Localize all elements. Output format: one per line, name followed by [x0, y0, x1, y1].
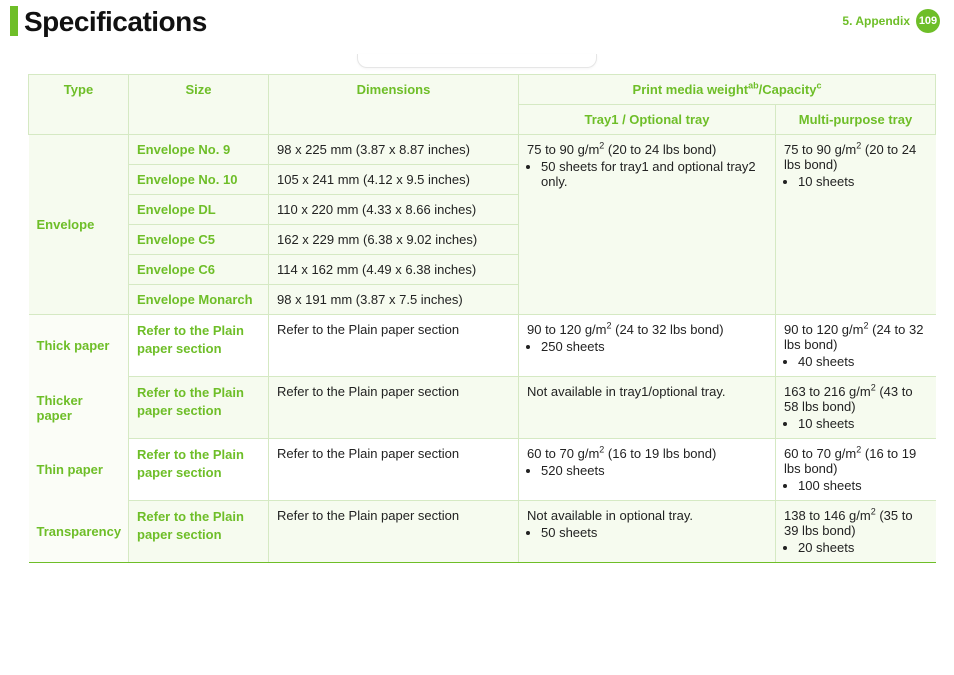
col-size: Size — [129, 75, 269, 135]
spec-table-wrap: Type Size Dimensions Print media weighta… — [0, 46, 954, 563]
dim-cell: 114 x 162 mm (4.49 x 6.38 inches) — [269, 255, 519, 285]
type-transparency: Transparency — [29, 501, 129, 563]
thick-tray1: 90 to 120 g/m2 (24 to 32 lbs bond) 250 s… — [519, 315, 776, 377]
thick-mp: 90 to 120 g/m2 (24 to 32 lbs bond) 40 sh… — [775, 315, 935, 377]
mp-bullet: 10 sheets — [798, 416, 928, 431]
dim-cell: Refer to the Plain paper section — [269, 377, 519, 439]
mp-weight: 60 to 70 g/m2 (16 to 19 lbs bond) — [784, 446, 916, 476]
envelope-mp: 75 to 90 g/m2 (20 to 24 lbs bond) 10 she… — [775, 135, 935, 315]
col-dimensions: Dimensions — [269, 75, 519, 135]
size-cell: Envelope Monarch — [129, 285, 269, 315]
mp-bullet: 20 sheets — [798, 540, 928, 555]
mp-weight: 90 to 120 g/m2 (24 to 32 lbs bond) — [784, 322, 923, 352]
transp-mp: 138 to 146 g/m2 (35 to 39 lbs bond) 20 s… — [775, 501, 935, 563]
size-cell: Envelope No. 10 — [129, 165, 269, 195]
mp-bullet: 100 sheets — [798, 478, 928, 493]
dim-cell: 98 x 191 mm (3.87 x 7.5 inches) — [269, 285, 519, 315]
header-right: 5. Appendix 109 — [842, 9, 940, 33]
size-cell: Envelope No. 9 — [129, 135, 269, 165]
tray1-text: Not available in optional tray. — [527, 508, 693, 523]
type-envelope: Envelope — [29, 135, 129, 315]
col-tray1: Tray1 / Optional tray — [519, 105, 776, 135]
type-thin: Thin paper — [29, 439, 129, 501]
tray1-weight: 60 to 70 g/m2 (16 to 19 lbs bond) — [527, 446, 716, 461]
tab-handle-decoration — [357, 54, 597, 68]
title-accent-bar — [10, 6, 18, 36]
size-ref: Refer to the Plain paper section — [129, 439, 269, 501]
table-row: Thin paper Refer to the Plain paper sect… — [29, 439, 936, 501]
title-wrap: Specifications — [10, 6, 207, 36]
col-type: Type — [29, 75, 129, 135]
table-row: Transparency Refer to the Plain paper se… — [29, 501, 936, 563]
tray1-weight: 90 to 120 g/m2 (24 to 32 lbs bond) — [527, 322, 724, 337]
tray1-bullet: 520 sheets — [541, 463, 767, 478]
table-row: Envelope Envelope No. 9 98 x 225 mm (3.8… — [29, 135, 936, 165]
page-title: Specifications — [24, 8, 207, 36]
size-cell: Envelope C5 — [129, 225, 269, 255]
section-label: 5. Appendix — [842, 14, 910, 28]
dim-cell: Refer to the Plain paper section — [269, 315, 519, 377]
size-ref: Refer to the Plain paper section — [129, 377, 269, 439]
col-multipurpose: Multi-purpose tray — [775, 105, 935, 135]
tray1-bullet: 50 sheets — [541, 525, 767, 540]
thin-tray1: 60 to 70 g/m2 (16 to 19 lbs bond) 520 sh… — [519, 439, 776, 501]
tray1-bullet: 50 sheets for tray1 and optional tray2 o… — [541, 159, 767, 189]
thin-mp: 60 to 70 g/m2 (16 to 19 lbs bond) 100 sh… — [775, 439, 935, 501]
thicker-tray1: Not available in tray1/optional tray. — [519, 377, 776, 439]
col-weight-capacity: Print media weightab/Capacityc — [519, 75, 936, 105]
dim-cell: 105 x 241 mm (4.12 x 9.5 inches) — [269, 165, 519, 195]
header-row-1: Type Size Dimensions Print media weighta… — [29, 75, 936, 105]
size-ref: Refer to the Plain paper section — [129, 501, 269, 563]
type-thicker: Thicker paper — [29, 377, 129, 439]
mp-bullet: 40 sheets — [798, 354, 928, 369]
page-header: Specifications 5. Appendix 109 — [0, 0, 954, 46]
page-number-badge: 109 — [916, 9, 940, 33]
table-row: Thicker paper Refer to the Plain paper s… — [29, 377, 936, 439]
mp-bullet: 10 sheets — [798, 174, 928, 189]
tray1-weight: 75 to 90 g/m2 (20 to 24 lbs bond) — [527, 142, 716, 157]
envelope-tray1: 75 to 90 g/m2 (20 to 24 lbs bond) 50 she… — [519, 135, 776, 315]
size-cell: Envelope C6 — [129, 255, 269, 285]
spec-table: Type Size Dimensions Print media weighta… — [28, 74, 936, 563]
mp-weight: 138 to 146 g/m2 (35 to 39 lbs bond) — [784, 508, 913, 538]
dim-cell: 110 x 220 mm (4.33 x 8.66 inches) — [269, 195, 519, 225]
dim-cell: 162 x 229 mm (6.38 x 9.02 inches) — [269, 225, 519, 255]
size-ref: Refer to the Plain paper section — [129, 315, 269, 377]
size-cell: Envelope DL — [129, 195, 269, 225]
type-thick: Thick paper — [29, 315, 129, 377]
dim-cell: Refer to the Plain paper section — [269, 439, 519, 501]
mp-weight: 75 to 90 g/m2 (20 to 24 lbs bond) — [784, 142, 916, 172]
dim-cell: 98 x 225 mm (3.87 x 8.87 inches) — [269, 135, 519, 165]
dim-cell: Refer to the Plain paper section — [269, 501, 519, 563]
tray1-bullet: 250 sheets — [541, 339, 767, 354]
transp-tray1: Not available in optional tray. 50 sheet… — [519, 501, 776, 563]
table-row: Thick paper Refer to the Plain paper sec… — [29, 315, 936, 377]
thicker-mp: 163 to 216 g/m2 (43 to 58 lbs bond) 10 s… — [775, 377, 935, 439]
mp-weight: 163 to 216 g/m2 (43 to 58 lbs bond) — [784, 384, 913, 414]
